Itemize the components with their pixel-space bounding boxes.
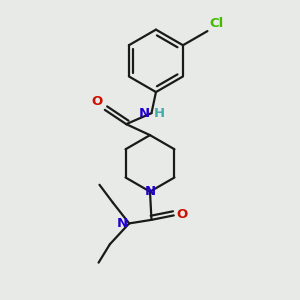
Text: N: N bbox=[139, 106, 150, 120]
Text: O: O bbox=[176, 208, 188, 221]
Text: N: N bbox=[144, 185, 156, 198]
Text: Cl: Cl bbox=[209, 17, 223, 30]
Text: N: N bbox=[117, 217, 128, 230]
Text: H: H bbox=[154, 106, 165, 120]
Text: O: O bbox=[91, 95, 102, 108]
